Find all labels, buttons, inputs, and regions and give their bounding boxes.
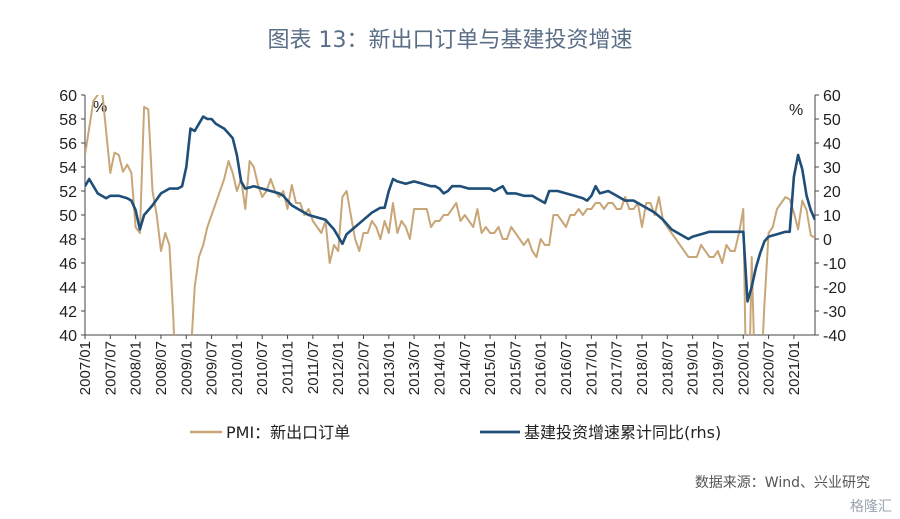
right-tick-label: 40 [823, 136, 841, 153]
legend-label-infra: 基建投资增速累计同比(rhs) [524, 423, 721, 442]
legend-label-pmi: PMI：新出口订单 [226, 423, 350, 442]
x-tick-label: 2014/01 [431, 341, 448, 395]
right-tick-label: -40 [823, 328, 846, 345]
x-tick-label: 2021/01 [786, 341, 803, 395]
x-tick-label: 2015/01 [482, 341, 499, 395]
left-tick-label: 60 [59, 88, 77, 105]
right-tick-label: 50 [823, 112, 841, 129]
left-tick-label: 54 [59, 160, 77, 177]
x-tick-label: 2015/07 [507, 341, 524, 395]
left-tick-label: 44 [59, 280, 77, 297]
x-tick-label: 2016/01 [533, 341, 550, 395]
right-tick-label: 20 [823, 184, 841, 201]
x-tick-label: 2016/07 [558, 341, 575, 395]
watermark-logo: 格隆汇 [850, 499, 892, 515]
right-tick-label: -10 [823, 256, 846, 273]
right-tick-label: 0 [823, 232, 832, 249]
x-tick-label: 2017/01 [583, 341, 600, 395]
right-tick-label: -30 [823, 304, 846, 321]
x-tick-label: 2012/01 [330, 341, 347, 395]
right-unit-label: % [789, 102, 803, 119]
x-tick-label: 2017/07 [609, 341, 626, 395]
chart-title: 图表 13：新出口订单与基建投资增速 [267, 28, 633, 53]
x-tick-label: 2013/01 [381, 341, 398, 395]
right-tick-label: 10 [823, 208, 841, 225]
x-tick-label: 2019/01 [685, 341, 702, 395]
pmi-new-export-orders-line [85, 95, 815, 335]
left-tick-label: 46 [59, 256, 77, 273]
x-tick-label: 2009/07 [204, 341, 221, 395]
x-tick-label: 2010/01 [229, 341, 246, 395]
x-tick-label: 2008/01 [128, 341, 145, 395]
x-tick-label: 2014/07 [457, 341, 474, 395]
x-tick-label: 2020/07 [761, 341, 778, 395]
x-tick-label: 2008/07 [153, 341, 170, 395]
x-tick-label: 2018/01 [634, 341, 651, 395]
right-tick-label: 30 [823, 160, 841, 177]
right-tick-label: -20 [823, 280, 846, 297]
x-tick-label: 2011/01 [280, 341, 297, 394]
x-tick-label: 2013/07 [406, 341, 423, 395]
right-tick-label: 60 [823, 88, 841, 105]
left-tick-label: 52 [59, 184, 77, 201]
x-tick-label: 2009/01 [178, 341, 195, 395]
source-note: 数据来源：Wind、兴业研究 [694, 475, 870, 491]
left-tick-label: 56 [59, 136, 77, 153]
x-tick-label: 2011/07 [305, 341, 322, 394]
left-tick-label: 58 [59, 112, 77, 129]
x-tick-label: 2019/07 [710, 341, 727, 395]
x-tick-label: 2007/01 [77, 341, 94, 395]
x-tick-label: 2007/07 [102, 341, 119, 395]
infrastructure-investment-line [85, 115, 815, 303]
x-tick-label: 2010/07 [254, 341, 271, 395]
x-tick-label: 2020/01 [735, 341, 752, 395]
x-tick-label: 2018/07 [659, 341, 676, 395]
left-tick-label: 40 [59, 328, 77, 345]
left-tick-label: 42 [59, 304, 77, 321]
left-tick-label: 50 [59, 208, 77, 225]
left-tick-label: 48 [59, 232, 77, 249]
x-tick-label: 2012/07 [355, 341, 372, 395]
